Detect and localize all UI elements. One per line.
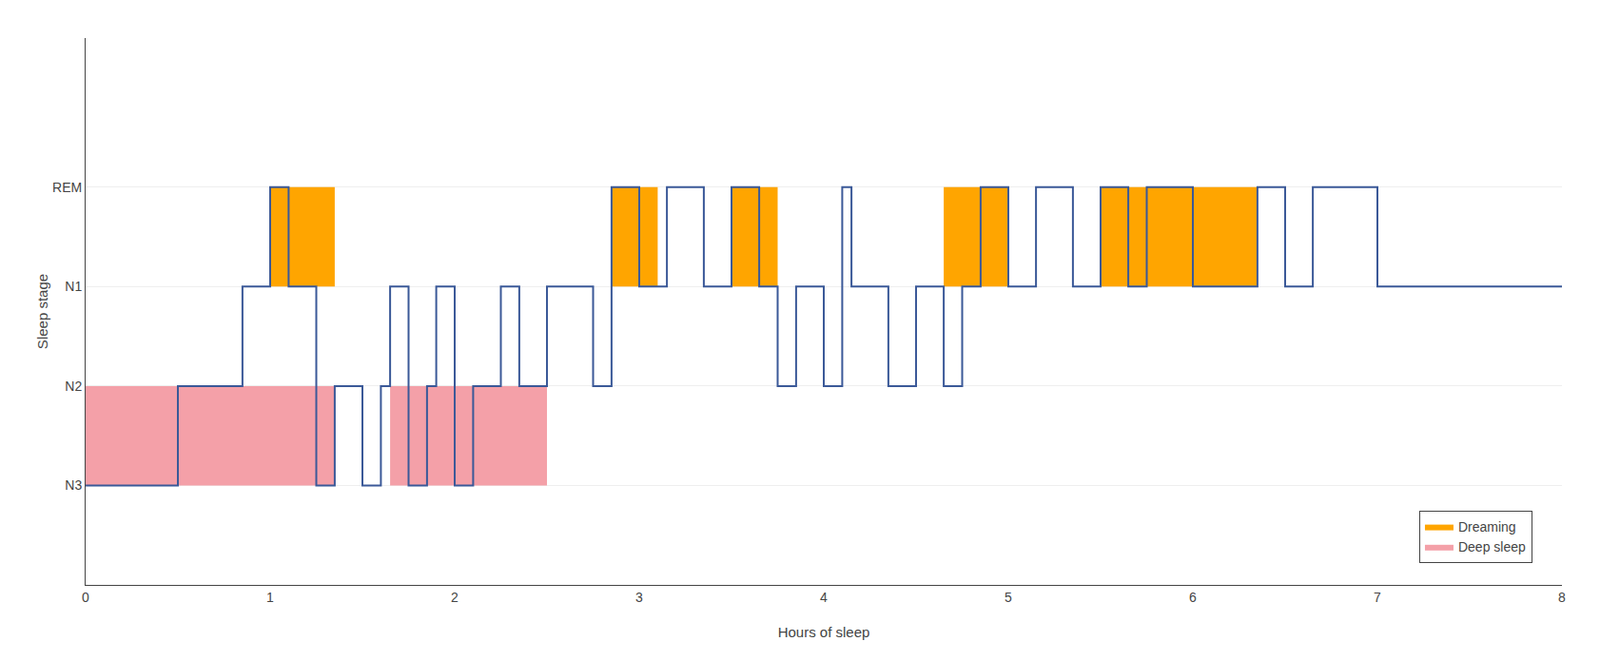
svg-text:N3: N3: [64, 477, 82, 493]
svg-text:1: 1: [266, 589, 274, 605]
svg-text:REM: REM: [52, 179, 82, 196]
svg-text:0: 0: [81, 589, 90, 605]
svg-text:N1: N1: [64, 278, 82, 294]
svg-text:7: 7: [1373, 589, 1382, 605]
svg-text:N2: N2: [64, 378, 82, 394]
svg-text:6: 6: [1189, 589, 1197, 605]
svg-text:Dreaming: Dreaming: [1458, 519, 1517, 535]
svg-text:2: 2: [450, 589, 459, 605]
svg-text:5: 5: [1004, 589, 1013, 605]
svg-text:8: 8: [1558, 589, 1566, 605]
svg-text:Hours of sleep: Hours of sleep: [778, 624, 871, 641]
svg-text:Deep sleep: Deep sleep: [1458, 539, 1526, 555]
svg-text:4: 4: [819, 589, 828, 605]
svg-text:Sleep stage: Sleep stage: [34, 273, 51, 350]
svg-text:3: 3: [635, 589, 644, 605]
